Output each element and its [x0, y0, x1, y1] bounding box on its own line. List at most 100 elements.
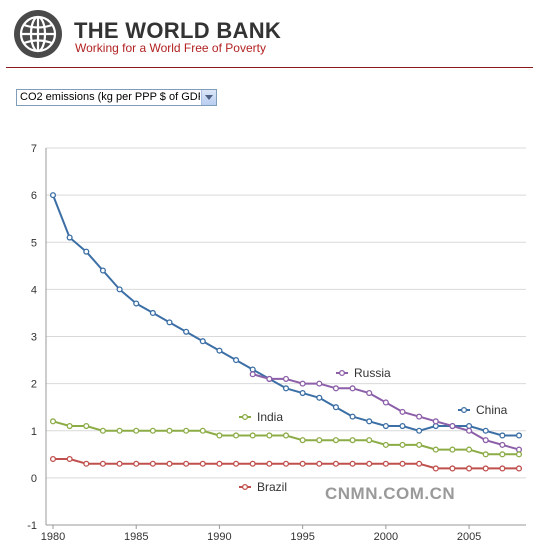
data-point-brazil — [199, 460, 206, 467]
data-point-russia — [316, 380, 323, 387]
data-point-china — [233, 357, 240, 364]
legend-marker-point-india — [241, 413, 249, 421]
data-point-china — [399, 422, 406, 430]
data-point-india — [49, 418, 57, 425]
chart-legend: China Russia India Brazil — [239, 366, 508, 494]
data-point-india — [499, 451, 506, 458]
data-point-brazil — [316, 460, 323, 467]
data-point-brazil — [166, 460, 173, 467]
data-point-russia — [249, 371, 256, 378]
data-point-brazil — [515, 465, 523, 472]
data-point-china — [382, 422, 389, 430]
data-point-brazil — [366, 460, 373, 467]
data-point-india — [482, 451, 489, 458]
data-point-brazil — [99, 460, 106, 467]
data-point-russia — [366, 389, 373, 397]
world-bank-globe-logo-icon[interactable] — [12, 8, 64, 60]
data-point-india — [266, 432, 273, 439]
data-point-brazil — [466, 465, 473, 472]
data-point-brazil — [499, 465, 506, 472]
data-point-brazil — [83, 460, 90, 467]
data-point-india — [382, 441, 389, 448]
data-point-russia — [282, 375, 290, 382]
y-tick-label: 0 — [31, 473, 37, 485]
data-point-brazil — [66, 455, 73, 463]
y-tick-label: 5 — [31, 237, 37, 249]
data-point-russia — [432, 418, 439, 425]
data-point-brazil — [149, 460, 156, 467]
data-point-india — [99, 427, 106, 434]
x-tick-label: 1990 — [207, 531, 231, 543]
data-point-china — [316, 394, 323, 401]
header-divider — [6, 67, 533, 68]
chart-axes: -1 0 1 2 3 4 5 6 7 1980 1985 1990 1995 2000 2005 — [27, 143, 526, 543]
brand-tagline: Working for a World Free of Poverty — [75, 41, 266, 55]
data-point-india — [399, 441, 406, 448]
data-point-india — [449, 446, 456, 453]
data-point-china — [216, 347, 223, 354]
x-tick-label: 1985 — [124, 531, 148, 543]
data-point-china — [49, 192, 57, 199]
data-point-brazil — [332, 460, 339, 467]
data-point-brazil — [349, 460, 356, 467]
data-point-china — [83, 248, 90, 255]
y-tick-label: 2 — [31, 379, 37, 391]
data-point-russia — [349, 385, 356, 392]
data-point-india — [349, 437, 356, 444]
data-point-india — [332, 437, 339, 444]
data-point-china — [282, 385, 290, 392]
data-point-china — [133, 300, 140, 307]
series-label-india: India — [257, 410, 283, 424]
data-point-china — [482, 427, 489, 434]
data-point-china — [349, 413, 356, 420]
indicator-select[interactable]: CO2 emissions (kg per PPP $ of GDP) — [16, 89, 217, 106]
data-point-india — [432, 446, 439, 453]
x-tick-label: 2005 — [457, 531, 481, 543]
chart-series — [49, 192, 523, 472]
data-point-china — [166, 319, 173, 326]
data-point-russia — [266, 375, 273, 382]
data-point-india — [166, 427, 173, 434]
series-label-china: China — [476, 403, 508, 417]
data-point-india — [233, 432, 240, 439]
data-point-russia — [299, 380, 306, 387]
data-point-russia — [416, 413, 423, 420]
data-point-china — [366, 418, 373, 425]
data-point-brazil — [282, 460, 290, 467]
data-point-china — [299, 389, 306, 397]
y-tick-label: 6 — [31, 190, 37, 202]
data-point-china — [499, 432, 506, 439]
co2-line-chart: -1 0 1 2 3 4 5 6 7 1980 1985 1990 1995 2000 2005 China… — [27, 143, 526, 543]
y-tick-label: 1 — [31, 426, 37, 438]
series-label-russia: Russia — [354, 366, 391, 380]
data-point-brazil — [382, 460, 389, 467]
data-point-russia — [332, 385, 339, 392]
header: THE WORLD BANK Working for a World Free … — [0, 0, 539, 68]
data-point-india — [366, 437, 373, 444]
data-point-brazil — [432, 465, 439, 472]
data-point-china — [149, 309, 156, 316]
data-point-brazil — [49, 455, 57, 463]
data-point-russia — [382, 399, 389, 406]
data-point-brazil — [116, 460, 123, 467]
y-tick-label: 4 — [31, 284, 37, 296]
data-point-russia — [449, 422, 456, 430]
data-point-india — [515, 451, 523, 458]
data-point-india — [299, 437, 306, 444]
data-point-brazil — [216, 460, 223, 467]
data-point-india — [183, 427, 190, 434]
y-tick-label: 7 — [31, 143, 37, 155]
data-point-china — [66, 234, 73, 241]
data-point-china — [515, 432, 523, 439]
series-label-brazil: Brazil — [257, 480, 287, 494]
data-point-china — [199, 338, 206, 345]
data-point-india — [149, 427, 156, 434]
y-tick-label: -1 — [27, 520, 37, 532]
data-point-india — [416, 441, 423, 448]
data-point-russia — [482, 437, 489, 444]
data-point-india — [83, 422, 90, 430]
data-point-india — [466, 446, 473, 453]
data-point-india — [282, 432, 290, 439]
chevron-down-icon[interactable] — [201, 90, 216, 105]
data-point-brazil — [299, 460, 306, 467]
